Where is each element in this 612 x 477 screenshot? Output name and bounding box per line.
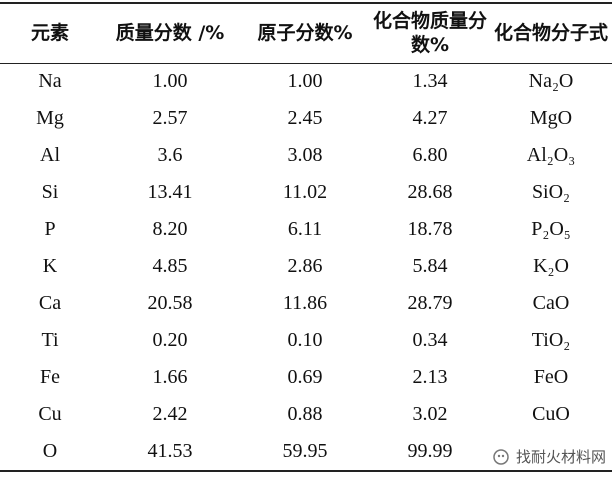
table-cell: Si [41, 181, 59, 203]
table-row: Fe 1.66 0.69 2.13 FeO [0, 359, 612, 396]
table-cell: 99.99 [407, 440, 453, 462]
table-cell: 2.57 [152, 107, 188, 129]
table-cell: MgO [529, 107, 573, 129]
table-cell: CaO [532, 292, 570, 314]
table-body: Na 1.00 1.00 1.34 Na₂O Mg 2.57 2.45 4.27 MgO Al 3.6… [0, 63, 612, 471]
table-cell: P [44, 218, 56, 240]
header-cell: 元素 [30, 22, 69, 45]
table-cell: 3.6 [157, 144, 183, 166]
table-cell: 2.45 [287, 107, 323, 129]
table-cell: CuO [532, 403, 570, 425]
table-cell: 11.02 [282, 181, 328, 203]
watermark: 找耐火材料网 [491, 446, 606, 467]
table-cell: 18.78 [407, 218, 453, 240]
table-row: K 4.85 2.86 5.84 K₂O [0, 248, 612, 285]
table-cell: 0.88 [287, 403, 323, 425]
header-cell: 化合物质量分数% [372, 10, 487, 57]
table-cell: 6.80 [412, 144, 448, 166]
table-cell: FeO [533, 366, 569, 388]
table-cell: 4.85 [152, 255, 188, 277]
table-cell: Cu [38, 403, 62, 425]
table-cell: 1.00 [152, 70, 188, 93]
table-cell: 3.08 [287, 144, 323, 166]
table-cell: 1.00 [287, 70, 323, 93]
table-cell: Al₂O₃ [526, 144, 576, 166]
table-row: Al 3.6 3.08 6.80 Al₂O₃ [0, 137, 612, 174]
table-cell: K₂O [533, 255, 569, 277]
table-cell: 8.20 [152, 218, 188, 240]
table-cell: 3.02 [412, 403, 448, 425]
table-cell: 41.53 [147, 440, 193, 462]
table-cell: SiO₂ [531, 181, 571, 203]
header-cell: 质量分数 /% [115, 22, 225, 45]
table-cell: 4.27 [412, 107, 448, 129]
header-row: 元素 质量分数 /% 原子分数% 化合物质量分数% 化合物分子式 [0, 3, 612, 63]
table-row: Na 1.00 1.00 1.34 Na₂O [0, 63, 612, 100]
table-cell: 2.13 [412, 366, 448, 388]
table-row: Mg 2.57 2.45 4.27 MgO [0, 100, 612, 137]
table-cell: 0.10 [287, 329, 323, 351]
table-row: O 41.53 59.95 99.99 [0, 433, 612, 471]
table-cell: 5.84 [412, 255, 448, 277]
table-cell: 28.79 [407, 292, 453, 314]
table-cell: 6.11 [287, 218, 323, 240]
table-cell: 0.20 [152, 329, 188, 351]
table-cell: Na [38, 70, 62, 93]
table-cell: 0.34 [412, 329, 448, 351]
table-cell: 59.95 [282, 440, 328, 462]
table-cell: Al [40, 144, 60, 166]
table-cell: Ti [41, 329, 59, 351]
table-cell: 1.66 [152, 366, 188, 388]
table-row: Ca 20.58 11.86 28.79 CaO [0, 285, 612, 322]
table-cell: P₂O₅ [531, 218, 571, 240]
table-cell: 13.41 [147, 181, 193, 203]
table-cell: Mg [36, 107, 64, 129]
table-cell: 11.86 [282, 292, 328, 314]
table-cell: 20.58 [147, 292, 193, 314]
watermark-text: 找耐火材料网 [515, 448, 606, 466]
table-cell: Fe [40, 366, 60, 388]
header-cell: 原子分数% [257, 22, 353, 45]
table-row: Cu 2.42 0.88 3.02 CuO [0, 396, 612, 433]
table-cell: K [42, 255, 58, 277]
table-row: Si 13.41 11.02 28.68 SiO₂ [0, 174, 612, 211]
table-cell: Ca [38, 292, 62, 314]
table-cell: TiO₂ [531, 329, 571, 351]
table-cell: 1.34 [412, 70, 448, 93]
table-cell: 28.68 [407, 181, 453, 203]
watermark-icon [493, 448, 509, 465]
table-cell: Na₂O [528, 70, 574, 93]
table-cell: 2.86 [287, 255, 323, 277]
table-cell: O [42, 440, 58, 462]
table-row: Ti 0.20 0.10 0.34 TiO₂ [0, 322, 612, 359]
table-cell: 0.69 [287, 366, 323, 388]
table-row: P 8.20 6.11 18.78 P₂O₅ [0, 211, 612, 248]
table-cell: 2.42 [152, 403, 188, 425]
header-cell: 化合物分子式 [493, 22, 608, 45]
